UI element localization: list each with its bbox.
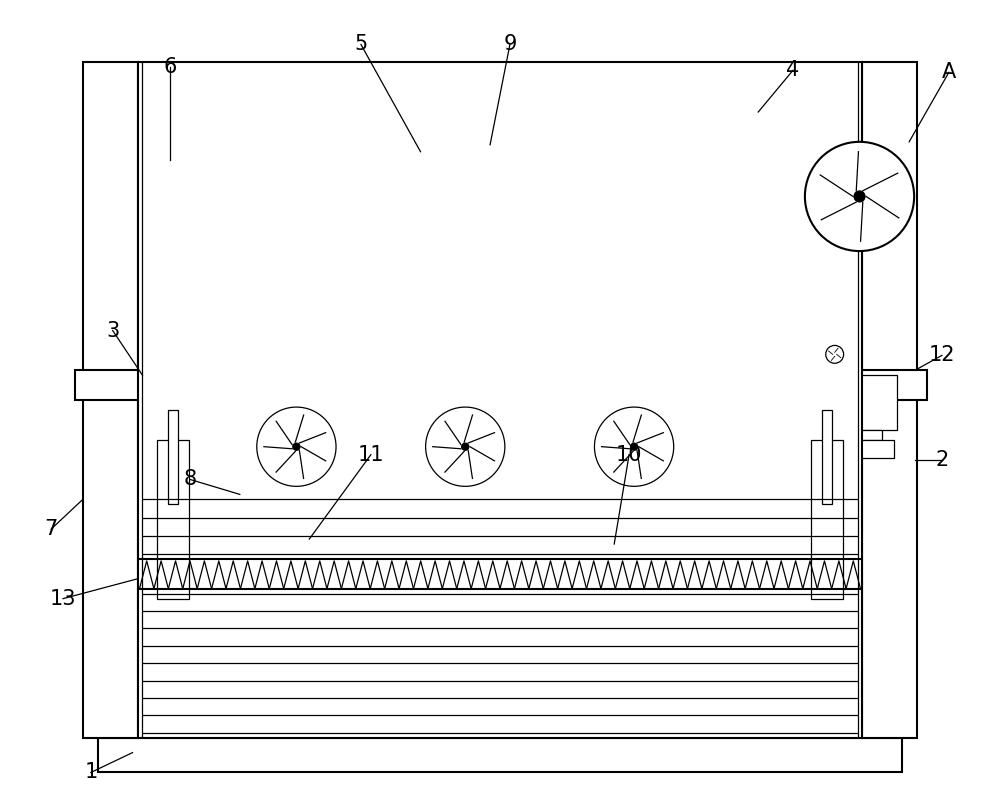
Text: 10: 10	[616, 445, 642, 465]
Bar	[157, 440, 189, 599]
Text: 12: 12	[929, 345, 955, 365]
Bar	[443, 494, 487, 536]
Circle shape	[426, 407, 505, 486]
Text: 2: 2	[935, 450, 949, 470]
Bar	[83, 62, 138, 738]
Bar	[168, 410, 178, 505]
Text: 9: 9	[503, 35, 517, 54]
Bar	[75, 370, 927, 400]
Circle shape	[854, 191, 865, 202]
Bar	[182, 204, 788, 222]
Bar	[409, 400, 523, 494]
Bar	[182, 145, 788, 204]
Bar	[182, 117, 788, 145]
Circle shape	[631, 443, 638, 450]
Text: A: A	[942, 62, 956, 83]
Text: 5: 5	[354, 35, 368, 54]
Bar	[139, 559, 861, 589]
Bar	[240, 400, 354, 494]
Text: 3: 3	[106, 321, 119, 340]
Bar	[822, 410, 832, 505]
Bar	[612, 494, 656, 536]
Circle shape	[594, 407, 674, 486]
Bar	[138, 62, 862, 738]
Bar	[275, 494, 318, 536]
Bar	[833, 430, 882, 440]
Text: 11: 11	[358, 445, 384, 465]
Bar	[429, 329, 501, 370]
Text: 7: 7	[44, 519, 58, 539]
Bar	[577, 400, 692, 494]
Text: 8: 8	[184, 470, 197, 489]
Text: 4: 4	[786, 60, 800, 80]
Bar	[177, 112, 793, 241]
Bar	[598, 329, 670, 370]
Bar	[98, 738, 902, 773]
Circle shape	[826, 345, 844, 364]
Text: 13: 13	[50, 589, 76, 608]
Circle shape	[805, 142, 914, 251]
Bar	[818, 340, 853, 369]
Circle shape	[257, 407, 336, 486]
Circle shape	[462, 443, 469, 450]
Bar	[862, 62, 917, 738]
Bar	[818, 375, 897, 430]
Bar	[154, 159, 182, 181]
Bar	[820, 440, 894, 458]
Bar	[261, 329, 332, 370]
Bar	[811, 440, 843, 599]
Text: 6: 6	[164, 58, 177, 77]
Circle shape	[293, 443, 300, 450]
Text: 1: 1	[84, 762, 97, 782]
